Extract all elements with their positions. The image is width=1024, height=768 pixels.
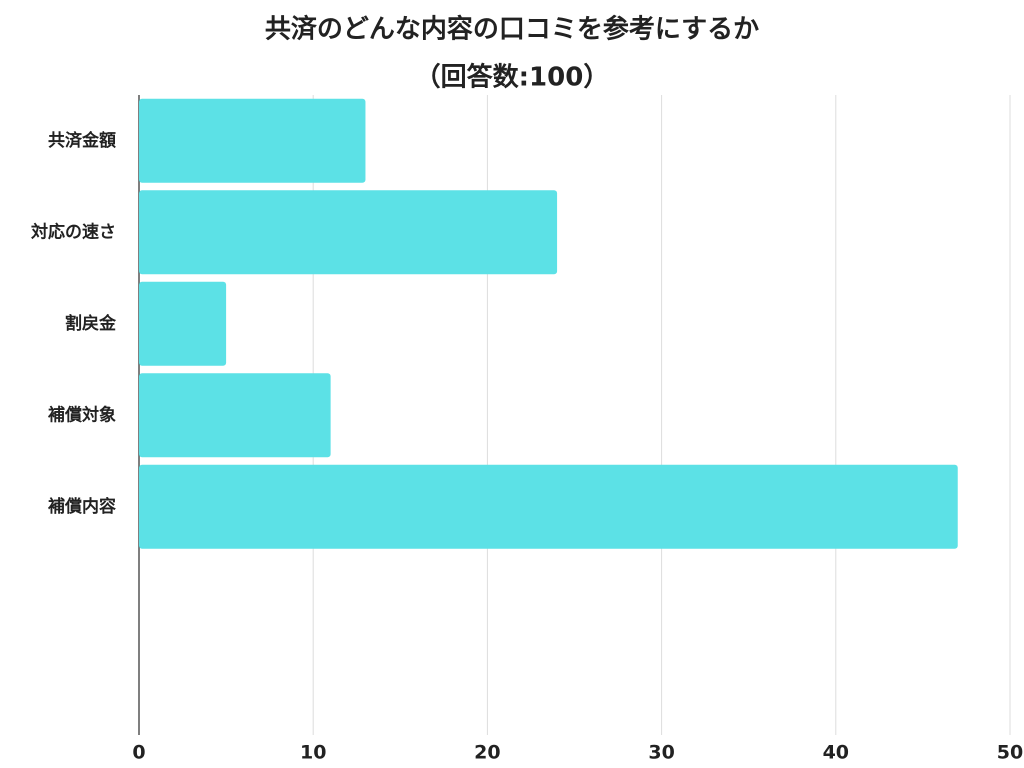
y-tick-label: 補償内容 [47, 496, 116, 517]
x-tick-label: 30 [648, 742, 674, 764]
bar [139, 190, 558, 275]
bar [139, 98, 366, 183]
y-tick-label: 割戻金 [65, 313, 117, 334]
bar [139, 281, 227, 366]
x-tick-label: 40 [823, 742, 849, 764]
x-tick-label: 20 [474, 742, 500, 764]
x-tick-label: 50 [997, 742, 1023, 764]
x-tick-label: 10 [300, 742, 326, 764]
bar [139, 464, 958, 549]
y-tick-label: 対応の速さ [30, 221, 116, 242]
x-tick-label: 0 [132, 742, 145, 764]
y-tick-label: 補償対象 [47, 404, 116, 425]
bar [139, 373, 331, 458]
y-tick-label: 共済金額 [48, 130, 116, 151]
chart-subtitle: （回答数:100） [415, 62, 610, 93]
chart-title: 共済のどんな内容の口コミを参考にするか [265, 14, 759, 45]
